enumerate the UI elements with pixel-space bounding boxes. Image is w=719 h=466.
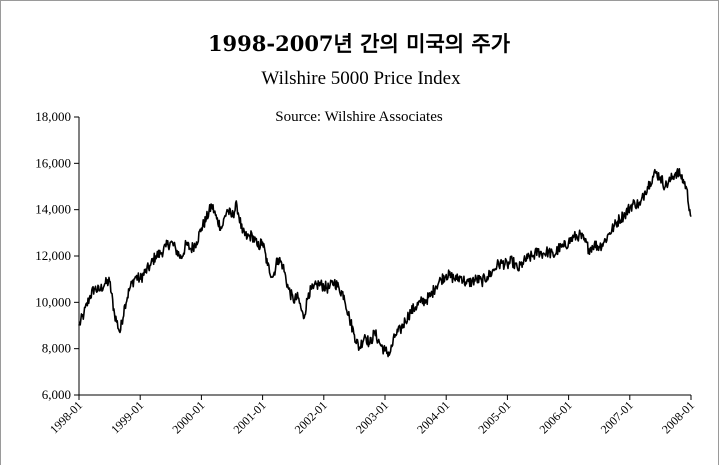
x-tick-label: 2004-01: [414, 398, 452, 436]
x-tick-label: 1998-01: [47, 398, 85, 436]
y-tick-label: 8,000: [42, 341, 71, 356]
x-tick-label: 2003-01: [353, 398, 391, 436]
chart-source: Source: Wilshire Associates: [275, 109, 443, 125]
x-tick-label: 2001-01: [231, 398, 269, 436]
x-tick-label: 2006-01: [537, 398, 575, 436]
x-ticks: 1998-01 1999-01 2000-01 2001-01 2002-01 2003-…: [47, 395, 697, 436]
y-tick-label: 10,000: [35, 294, 71, 309]
y-ticks: 6,000 8,000 10,000 12,000 14,000 16,000 18,000: [35, 109, 79, 402]
chart-title: 1998-2007년 간의 미국의 주가: [208, 31, 511, 56]
series-line: [78, 168, 692, 358]
x-tick-label: 2007-01: [598, 398, 636, 436]
x-tick-label: 1999-01: [108, 398, 146, 436]
x-tick-label: 2000-01: [169, 398, 207, 436]
axes: [78, 117, 691, 396]
y-tick-label: 12,000: [35, 248, 71, 263]
y-tick-label: 16,000: [35, 155, 71, 170]
x-tick-label: 2005-01: [475, 398, 513, 436]
y-tick-label: 14,000: [35, 202, 71, 217]
y-tick-label: 18,000: [35, 109, 71, 124]
series-group: [78, 168, 692, 358]
y-tick-label: 6,000: [42, 387, 71, 402]
chart-subtitle: Wilshire 5000 Price Index: [261, 68, 461, 89]
x-tick-label: 2008-01: [659, 398, 697, 436]
x-tick-label: 2002-01: [292, 398, 330, 436]
